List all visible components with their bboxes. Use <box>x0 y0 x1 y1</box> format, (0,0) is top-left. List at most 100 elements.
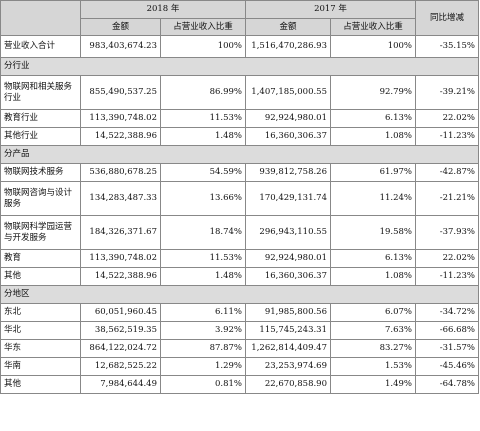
total-label: 营业收入合计 <box>0 35 81 58</box>
yoy-change: -39.21% <box>415 75 479 110</box>
row-label: 华北 <box>0 321 81 340</box>
table-row: 教育 113,390,748.02 11.53% 92,924,980.01 6.13%… <box>0 249 479 268</box>
ratio-2017: 83.27% <box>330 339 416 358</box>
amount-2017: 92,924,980.01 <box>245 109 331 128</box>
yoy-change: -64.78% <box>415 375 479 394</box>
ratio-2017: 7.63% <box>330 321 416 340</box>
amount-2017: 115,745,243.31 <box>245 321 331 340</box>
row-label: 物联网科学园运营与开发服务 <box>0 215 81 250</box>
revenue-composition-table: 2018 年 2017 年 同比增减 金额 占营业收入比重 金额 占营业收入比重… <box>0 0 479 394</box>
table-row: 物联网技术服务 536,880,678.25 54.59% 939,812,758.2… <box>0 163 479 182</box>
header-row-years: 2018 年 2017 年 同比增减 <box>0 0 479 36</box>
table-row: 华东 864,122,024.72 87.87% 1,262,814,409.47 83… <box>0 339 479 358</box>
table-row: 其他 14,522,388.96 1.48% 16,360,306.37 1.08% -1… <box>0 267 479 286</box>
ratio-2018: 1.48% <box>160 127 246 146</box>
table-row: 物联网咨询与设计服务 134,283,487.33 13.66% 170,429,13… <box>0 181 479 216</box>
ratio-2017: 1.08% <box>330 127 416 146</box>
section-title: 分产品 <box>0 145 479 164</box>
yoy-change: 22.02% <box>415 249 479 268</box>
ratio-2018: 54.59% <box>160 163 246 182</box>
amount-2018: 184,326,371.67 <box>80 215 161 250</box>
amount-2017: 1,407,185,000.55 <box>245 75 331 110</box>
total-ratio-2017: 100% <box>330 35 416 58</box>
amount-2018: 134,283,487.33 <box>80 181 161 216</box>
yoy-change: -37.93% <box>415 215 479 250</box>
ratio-2017: 19.58% <box>330 215 416 250</box>
ratio-2017: 6.13% <box>330 249 416 268</box>
header-year-2018: 2018 年 <box>80 0 246 19</box>
ratio-2017: 92.79% <box>330 75 416 110</box>
amount-2017: 16,360,306.37 <box>245 127 331 146</box>
header-year-2017: 2017 年 <box>245 0 416 19</box>
ratio-2017: 1.49% <box>330 375 416 394</box>
total-row: 营业收入合计 983,403,674.23 100% 1,516,470,286… <box>0 35 479 58</box>
total-amount-2018: 983,403,674.23 <box>80 35 161 58</box>
amount-2017: 23,253,974.69 <box>245 357 331 376</box>
row-label: 华南 <box>0 357 81 376</box>
table-row: 华南 12,682,525.22 1.29% 23,253,974.69 1.53% -4… <box>0 357 479 376</box>
amount-2018: 864,122,024.72 <box>80 339 161 358</box>
amount-2017: 1,262,814,409.47 <box>245 339 331 358</box>
amount-2018: 60,051,960.45 <box>80 303 161 322</box>
amount-2018: 14,522,388.96 <box>80 127 161 146</box>
amount-2017: 92,924,980.01 <box>245 249 331 268</box>
table-body: 2018 年 2017 年 同比增减 金额 占营业收入比重 金额 占营业收入比重… <box>0 0 479 394</box>
amount-2017: 296,943,110.55 <box>245 215 331 250</box>
amount-2018: 7,984,644.49 <box>80 375 161 394</box>
ratio-2018: 11.53% <box>160 109 246 128</box>
ratio-2017: 6.13% <box>330 109 416 128</box>
total-yoy: -35.15% <box>415 35 479 58</box>
table-row: 物联网和相关服务行业 855,490,537.25 86.99% 1,407,185,… <box>0 75 479 110</box>
ratio-2018: 18.74% <box>160 215 246 250</box>
yoy-change: -45.46% <box>415 357 479 376</box>
section-row: 分地区 <box>0 285 479 304</box>
row-label: 其他 <box>0 267 81 286</box>
ratio-2017: 1.53% <box>330 357 416 376</box>
amount-2018: 113,390,748.02 <box>80 109 161 128</box>
total-amount-2017: 1,516,470,286.93 <box>245 35 331 58</box>
row-label: 其他行业 <box>0 127 81 146</box>
header-ratio-2018: 占营业收入比重 <box>160 18 246 36</box>
row-label: 华东 <box>0 339 81 358</box>
amount-2018: 38,562,519.35 <box>80 321 161 340</box>
row-label: 教育 <box>0 249 81 268</box>
total-ratio-2018: 100% <box>160 35 246 58</box>
yoy-change: -21.21% <box>415 181 479 216</box>
section-row: 分行业 <box>0 57 479 76</box>
ratio-2017: 61.97% <box>330 163 416 182</box>
header-yoy: 同比增减 <box>415 0 479 36</box>
ratio-2018: 11.53% <box>160 249 246 268</box>
ratio-2018: 0.81% <box>160 375 246 394</box>
yoy-change: -66.68% <box>415 321 479 340</box>
table-row: 东北 60,051,960.45 6.11% 91,985,800.56 6.07% -3… <box>0 303 479 322</box>
ratio-2018: 1.29% <box>160 357 246 376</box>
ratio-2018: 86.99% <box>160 75 246 110</box>
amount-2018: 14,522,388.96 <box>80 267 161 286</box>
header-ratio-2017: 占营业收入比重 <box>330 18 416 36</box>
ratio-2018: 6.11% <box>160 303 246 322</box>
amount-2017: 22,670,858.90 <box>245 375 331 394</box>
section-row: 分产品 <box>0 145 479 164</box>
ratio-2018: 13.66% <box>160 181 246 216</box>
amount-2017: 91,985,800.56 <box>245 303 331 322</box>
ratio-2018: 3.92% <box>160 321 246 340</box>
header-corner-cell <box>0 0 81 36</box>
ratio-2017: 6.07% <box>330 303 416 322</box>
yoy-change: -31.57% <box>415 339 479 358</box>
table-row: 教育行业 113,390,748.02 11.53% 92,924,980.01 6.1… <box>0 109 479 128</box>
header-amount-2018: 金额 <box>80 18 161 36</box>
header-amount-2017: 金额 <box>245 18 331 36</box>
amount-2017: 16,360,306.37 <box>245 267 331 286</box>
amount-2017: 170,429,131.74 <box>245 181 331 216</box>
ratio-2018: 1.48% <box>160 267 246 286</box>
table-row: 华北 38,562,519.35 3.92% 115,745,243.31 7.63% -… <box>0 321 479 340</box>
row-label: 物联网咨询与设计服务 <box>0 181 81 216</box>
amount-2018: 113,390,748.02 <box>80 249 161 268</box>
row-label: 物联网技术服务 <box>0 163 81 182</box>
row-label: 其他 <box>0 375 81 394</box>
ratio-2018: 87.87% <box>160 339 246 358</box>
section-title: 分地区 <box>0 285 479 304</box>
amount-2018: 855,490,537.25 <box>80 75 161 110</box>
ratio-2017: 11.24% <box>330 181 416 216</box>
table-row: 其他行业 14,522,388.96 1.48% 16,360,306.37 1.08%… <box>0 127 479 146</box>
